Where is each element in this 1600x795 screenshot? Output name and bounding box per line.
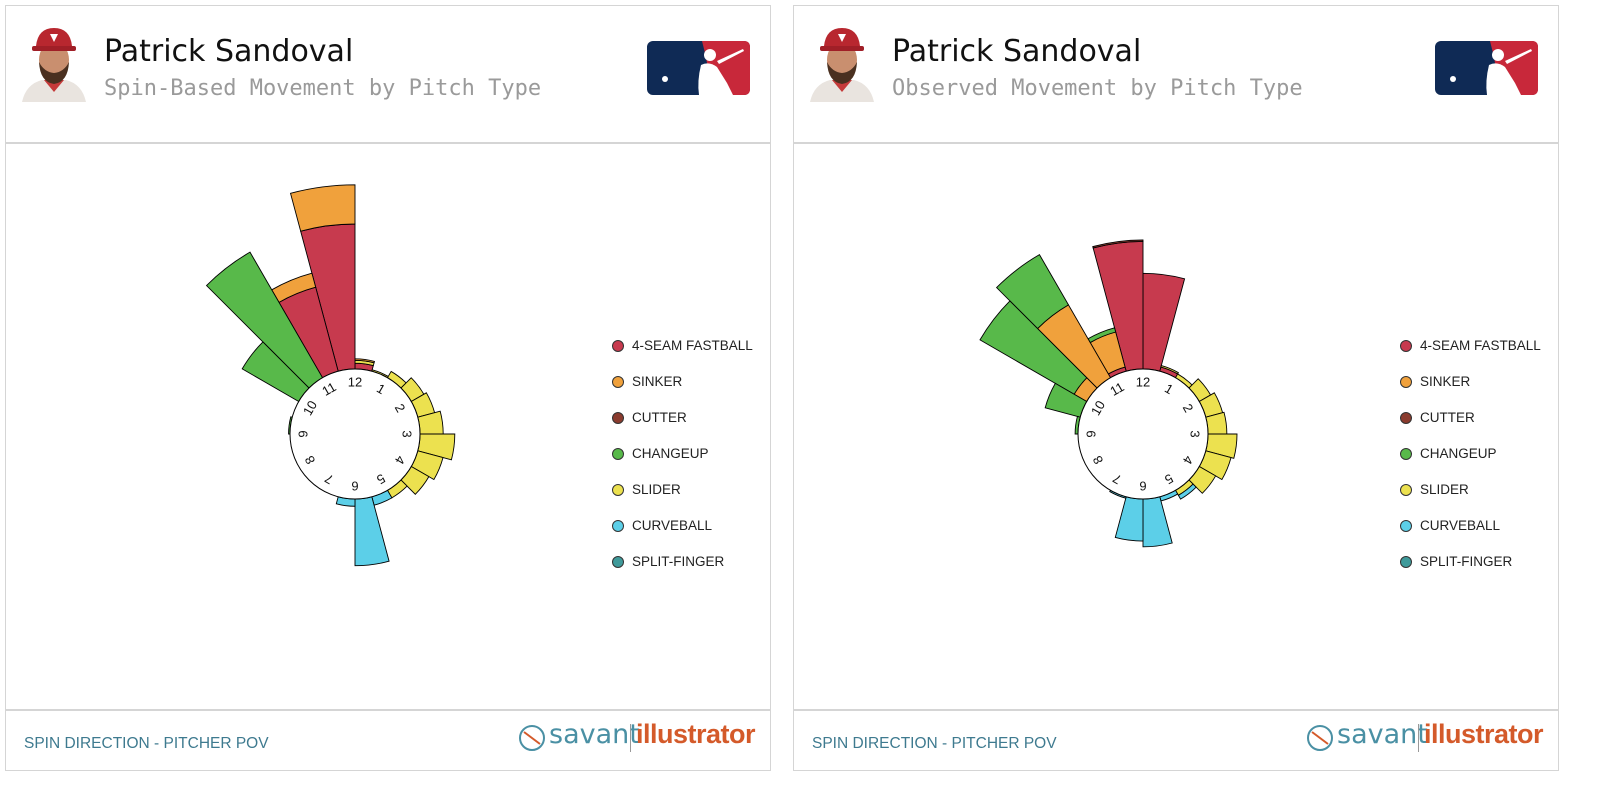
clock-tick-label: 3 (1188, 430, 1203, 437)
legend-dot (1400, 520, 1412, 532)
savant-illustrator-logo: savant illustrator (1306, 719, 1546, 756)
baseball-icon (1307, 725, 1333, 751)
clock-tick-label: 11 (319, 379, 338, 399)
brand-savant: savant (1337, 719, 1428, 750)
clock-tick-label: 9 (1084, 430, 1099, 437)
radial-bar-segment (1087, 327, 1117, 344)
radial-bar-segment (1142, 496, 1173, 548)
brand-illustrator: illustrator (636, 719, 756, 749)
clock-tick-label: 6 (1139, 479, 1146, 494)
chart-subtitle: Spin-Based Movement by Pitch Type (104, 76, 542, 101)
legend-dot (612, 412, 624, 424)
legend-dot (612, 376, 624, 388)
radial-bar-segment (1160, 365, 1180, 375)
panel-footer: SPIN DIRECTION - PITCHER POV savant illu… (6, 709, 770, 770)
radial-bar-segment (271, 272, 317, 303)
mlb-logo-icon (647, 41, 750, 95)
legend-label: CHANGEUP (1420, 446, 1497, 461)
player-headshot-icon (14, 22, 94, 102)
legend-label: SLIDER (1420, 482, 1469, 497)
player-headshot-icon (802, 22, 882, 102)
radial-bar-segment (289, 184, 356, 232)
legend-dot (1400, 412, 1412, 424)
mlb-logo-icon (1435, 41, 1538, 95)
radial-bars (205, 184, 456, 567)
radial-bar-segment (1114, 496, 1144, 542)
radial-bar-segment (1177, 483, 1197, 500)
clock-face (1077, 368, 1209, 500)
legend-dot (612, 484, 624, 496)
savant-illustrator-logo: savant illustrator (518, 719, 758, 756)
clock-tick-label: 6 (351, 479, 358, 494)
legend-dot (1400, 340, 1412, 352)
legend-dot (1400, 376, 1412, 388)
baseball-icon (519, 725, 545, 751)
legend-dot (612, 556, 624, 568)
radial-bar-segment (354, 496, 390, 567)
legend-label: CURVEBALL (1420, 518, 1501, 533)
radial-bar-segment (979, 300, 1088, 395)
clock-tick-label: 3 (400, 430, 415, 437)
panel-header: Patrick Sandoval Observed Movement by Pi… (794, 6, 1558, 144)
chart-subtitle: Observed Movement by Pitch Type (892, 76, 1303, 101)
clock-tick-label: 12 (1136, 375, 1150, 390)
legend-label: SLIDER (632, 482, 681, 497)
radial-bar-segment (1142, 272, 1186, 372)
legend-dot (612, 520, 624, 532)
brand-divider (630, 724, 631, 752)
clock-tick-label: 9 (296, 430, 311, 437)
brand-savant: savant (549, 719, 640, 750)
player-name: Patrick Sandoval (892, 34, 1142, 69)
legend-dot (1400, 484, 1412, 496)
radial-bar-segment (995, 254, 1070, 330)
legend-dot (1400, 448, 1412, 460)
legend-label: SINKER (1420, 374, 1471, 389)
clock-tick-label: 11 (1107, 379, 1126, 399)
brand-divider (1418, 724, 1419, 752)
legend-dot (612, 448, 624, 460)
panel-footer: SPIN DIRECTION - PITCHER POV savant illu… (794, 709, 1558, 770)
panel-header: Patrick Sandoval Spin-Based Movement by … (6, 6, 770, 144)
legend-label: 4-SEAM FASTBALL (632, 338, 753, 353)
clock-tick-label: 10 (300, 398, 320, 418)
legend-label: CUTTER (632, 410, 687, 425)
legend-label: CHANGEUP (632, 446, 709, 461)
radial-bar-segment (1092, 239, 1144, 249)
legend-label: 4-SEAM FASTBALL (1420, 338, 1541, 353)
clock-face (289, 368, 421, 500)
legend-label: SPLIT-FINGER (632, 554, 725, 569)
footer-label: SPIN DIRECTION - PITCHER POV (24, 735, 269, 752)
legend-label: SPLIT-FINGER (1420, 554, 1513, 569)
brand-illustrator: illustrator (1424, 719, 1544, 749)
player-name: Patrick Sandoval (104, 34, 354, 69)
observed-panel: Patrick Sandoval Observed Movement by Pi… (793, 5, 1559, 771)
clock-tick-label: 12 (348, 375, 362, 390)
legend-label: SINKER (632, 374, 683, 389)
chart-area: 12 1 2 3 4 5 6 7 8 9 10 11 4-SEAM FASTBALL SINKER C… (6, 144, 772, 710)
clock-tick-label: 10 (1088, 398, 1108, 418)
legend-dot (612, 340, 624, 352)
radial-bar-segment (354, 358, 376, 364)
legend-label: CURVEBALL (632, 518, 713, 533)
spin-based-panel: Patrick Sandoval Spin-Based Movement by … (5, 5, 771, 771)
footer-label: SPIN DIRECTION - PITCHER POV (812, 735, 1057, 752)
legend-dot (1400, 556, 1412, 568)
legend-label: CUTTER (1420, 410, 1475, 425)
chart-area: 12 1 2 3 4 5 6 7 8 9 10 11 4-SEAM FASTBALL SINKER C… (794, 144, 1560, 710)
